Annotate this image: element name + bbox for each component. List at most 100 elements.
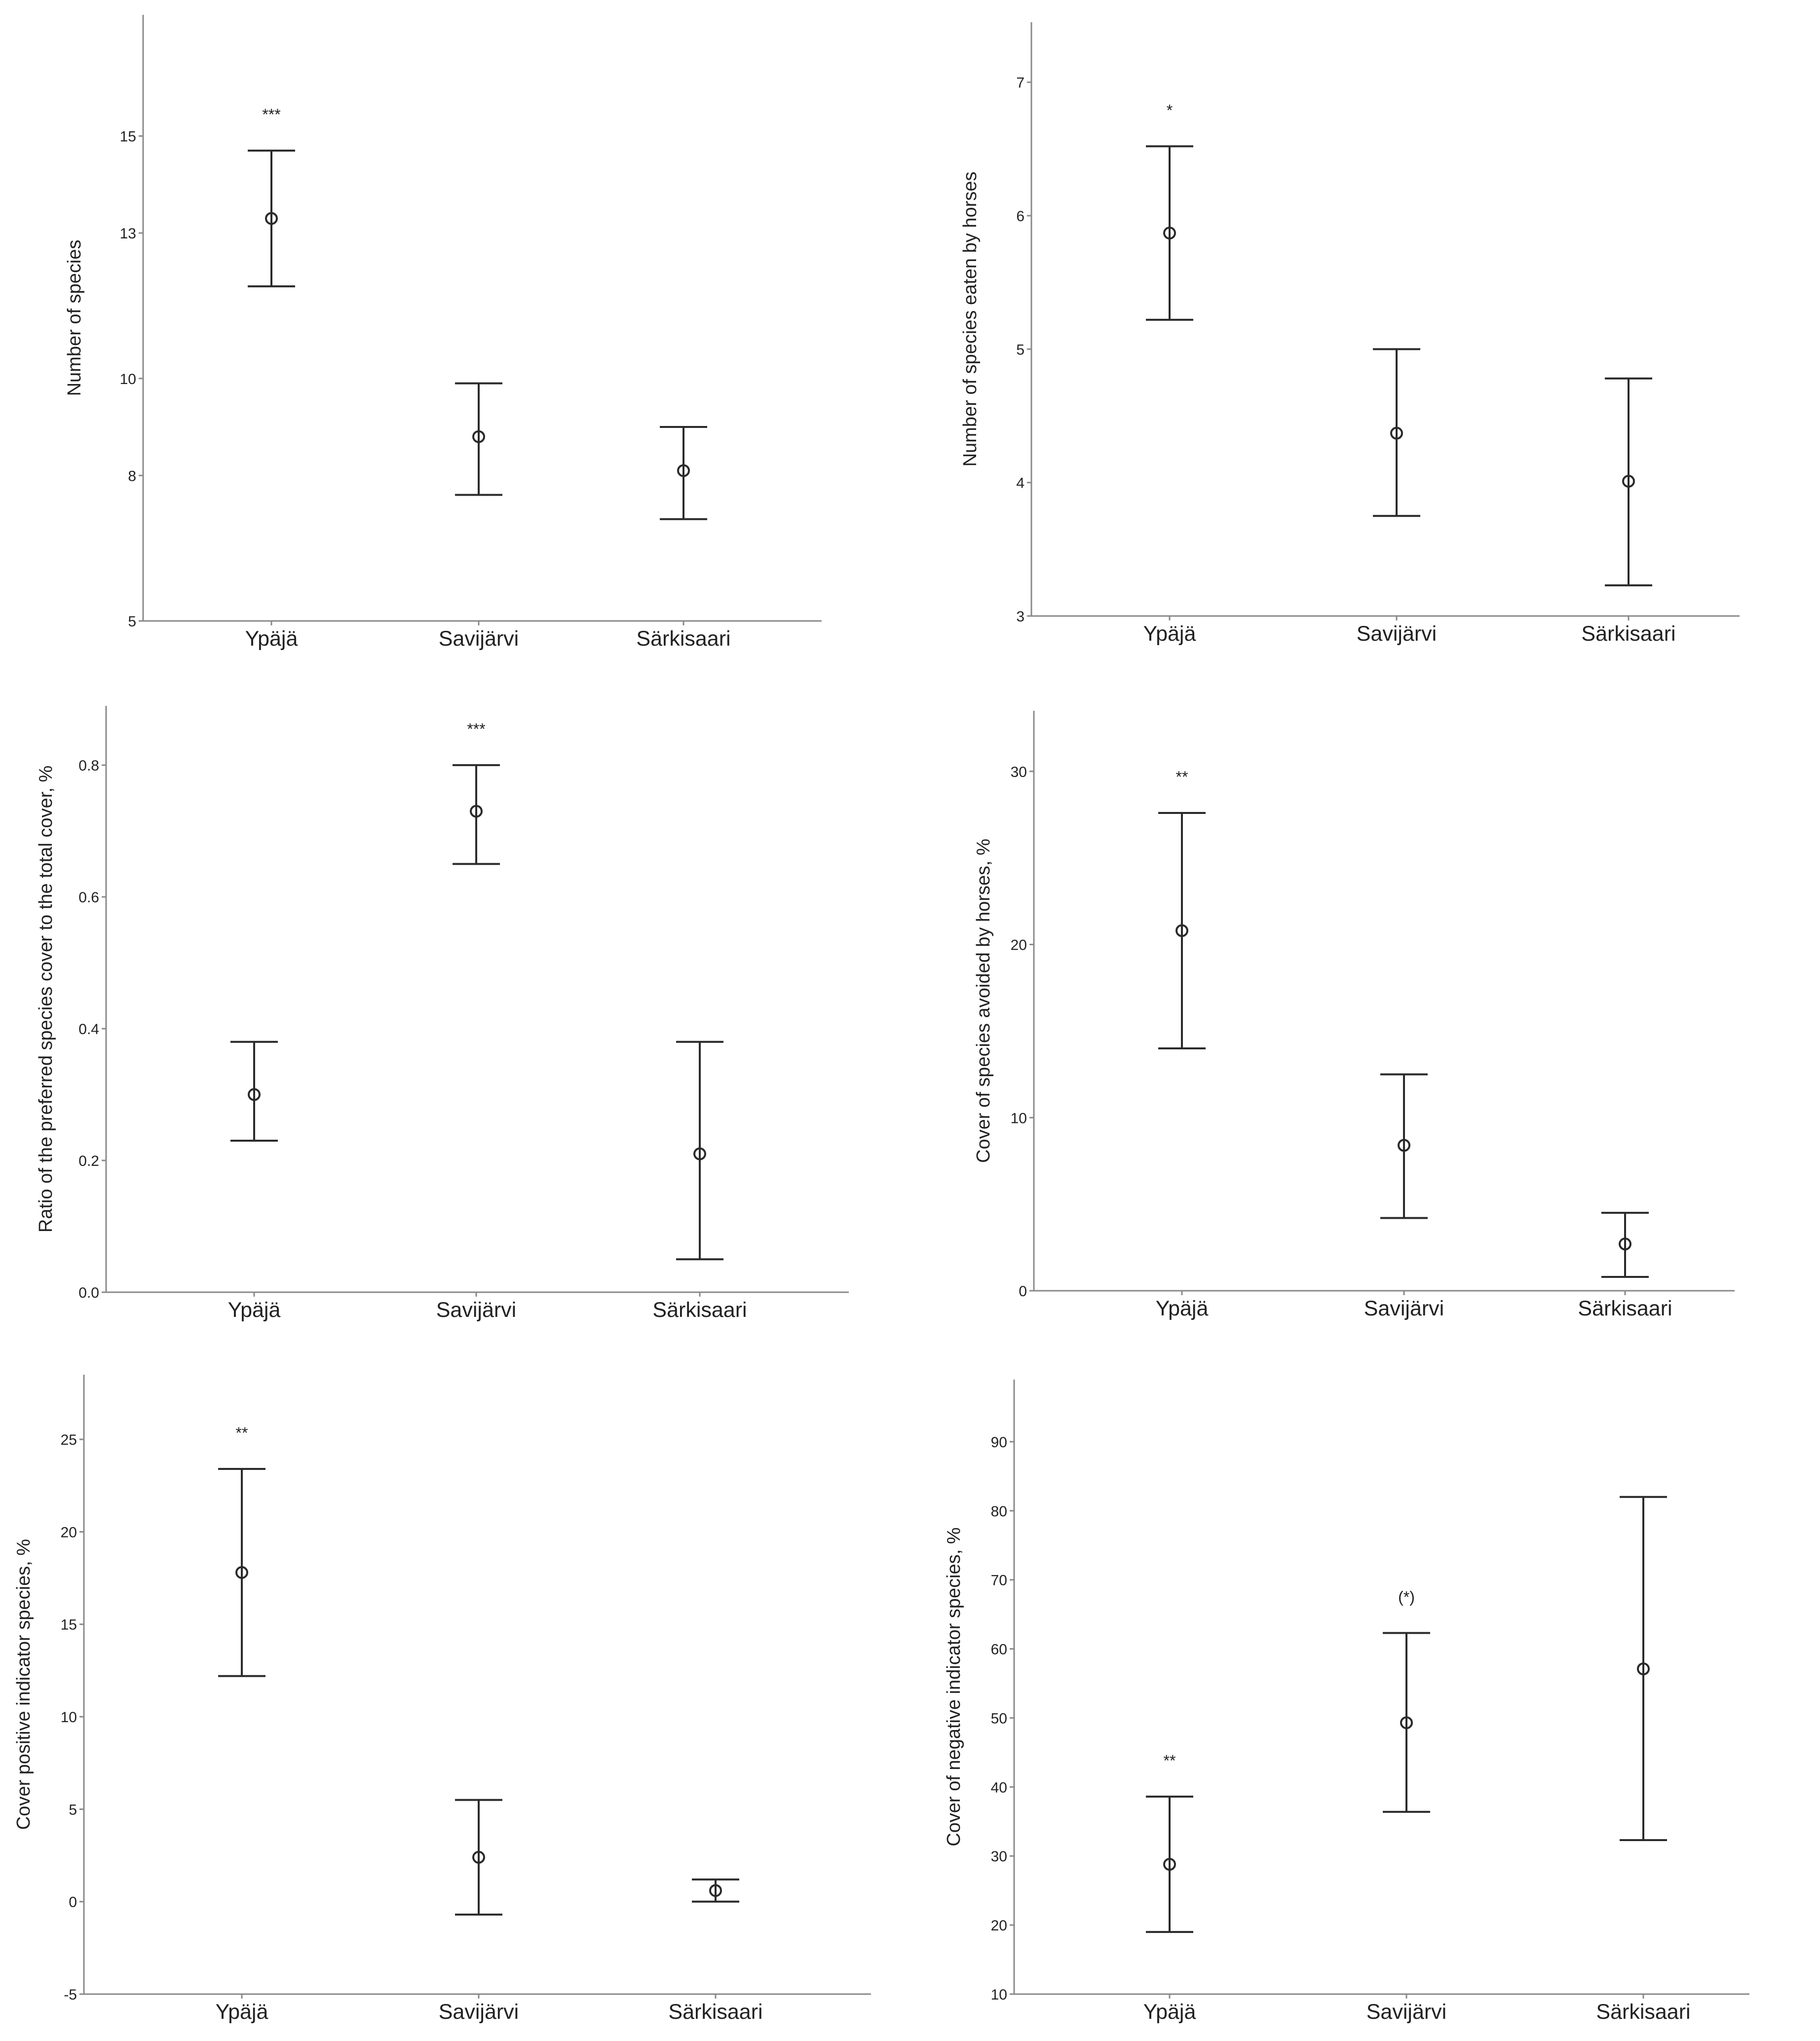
y-tick-label: 0.2	[78, 1153, 99, 1169]
mean-marker	[1622, 474, 1635, 488]
y-tick-label: 70	[991, 1573, 1007, 1589]
y-axis-label: Cover of negative indicator species, %	[944, 1527, 964, 1846]
error-bar	[455, 1799, 502, 1916]
y-tick-label: 20	[1011, 937, 1027, 954]
mean-marker	[1619, 1237, 1631, 1251]
y-tick-label: 0	[1019, 1283, 1027, 1300]
y-tick-label: 15	[120, 129, 136, 145]
significance-annotation: **	[1176, 768, 1188, 786]
mean-marker	[1400, 1716, 1413, 1730]
error-bar	[1380, 1073, 1428, 1219]
y-tick-label: 5	[128, 614, 136, 630]
chart-panel-6: 10 20 30 40 50 60 70 80 90 Cover of negative indi…	[944, 1380, 1749, 2024]
mean-marker	[235, 1566, 248, 1579]
mean-marker	[1390, 426, 1403, 440]
x-tick-label: Särkisaari	[636, 627, 730, 651]
y-tick-label: -5	[64, 1987, 77, 2003]
x-tick-label: Savijärvi	[439, 627, 519, 651]
significance-annotation: **	[236, 1424, 248, 1442]
error-bar	[1146, 1795, 1193, 1933]
x-tick-label: Savijärvi	[1364, 1297, 1444, 1320]
y-tick-label: 20	[61, 1524, 77, 1540]
y-tick-label: 60	[991, 1642, 1007, 1658]
y-axis-label: Ratio of the preferred species cover to …	[36, 766, 56, 1232]
y-axis-label: Number of species	[64, 240, 85, 396]
x-tick-label: Särkisaari	[652, 1298, 747, 1322]
significance-annotation: (*)	[1398, 1588, 1415, 1606]
y-tick-label: 30	[1011, 764, 1027, 780]
mean-marker	[265, 212, 278, 225]
y-tick-label: 0.8	[78, 758, 99, 774]
error-bar	[453, 764, 500, 865]
chart-panel-4: 0 10 20 30 Cover of species avoided by horse…	[973, 711, 1735, 1320]
mean-marker	[1163, 1858, 1176, 1871]
chart-panel-1: 5 8 10 13 15 Number of species Ypäjä *** Savijär…	[64, 15, 822, 651]
y-tick-label: 40	[991, 1779, 1007, 1796]
y-tick-label: 80	[991, 1503, 1007, 1520]
mean-marker	[677, 464, 690, 477]
mean-marker	[1637, 1662, 1650, 1676]
y-tick-label: 8	[128, 468, 136, 484]
x-tick-label: Savijärvi	[439, 2000, 519, 2024]
error-bar	[1605, 377, 1652, 586]
error-bar	[248, 150, 295, 288]
y-tick-label: 0.4	[78, 1021, 99, 1038]
error-bar	[1601, 1212, 1649, 1278]
mean-marker	[248, 1088, 261, 1101]
x-tick-label: Savijärvi	[436, 1298, 517, 1322]
x-tick-label: Särkisaari	[1581, 622, 1675, 646]
x-tick-label: Ypäjä	[245, 627, 298, 651]
y-tick-label: 0.6	[78, 889, 99, 906]
error-bar	[230, 1040, 278, 1142]
error-bar	[692, 1878, 739, 1903]
chart-panel-2: 3 4 5 6 7 Number of species eaten by horses Yp…	[960, 22, 1740, 646]
error-bar	[676, 1040, 723, 1261]
y-tick-label: 6	[1016, 208, 1024, 225]
y-tick-label: 5	[1016, 342, 1024, 358]
y-tick-label: 13	[120, 226, 136, 242]
y-tick-label: 10	[61, 1709, 77, 1726]
y-tick-label: 4	[1016, 475, 1024, 492]
y-tick-label: 30	[991, 1848, 1007, 1865]
mean-marker	[709, 1884, 722, 1897]
y-tick-label: 20	[991, 1918, 1007, 1934]
y-tick-label: 15	[61, 1617, 77, 1633]
y-tick-label: 10	[1011, 1110, 1027, 1126]
y-tick-label: 3	[1016, 609, 1024, 625]
error-bar	[1373, 348, 1420, 517]
x-tick-label: Ypäjä	[1156, 1297, 1209, 1320]
y-tick-label: 0	[69, 1894, 77, 1911]
mean-marker	[693, 1147, 706, 1160]
error-bar	[660, 426, 707, 520]
y-tick-label: 90	[991, 1434, 1007, 1451]
x-tick-label: Ypäjä	[216, 2000, 268, 2024]
chart-panel-3: 0.0 0.2 0.4 0.6 0.8 Ratio of the preferred sp…	[36, 706, 849, 1322]
x-tick-label: Savijärvi	[1357, 622, 1437, 646]
x-tick-label: Särkisaari	[1578, 1297, 1672, 1320]
mean-marker	[1398, 1139, 1410, 1152]
x-tick-label: Savijärvi	[1366, 2000, 1447, 2024]
y-axis-label: Cover positive indicator species, %	[13, 1539, 34, 1830]
error-bar	[1158, 811, 1206, 1049]
x-tick-label: Särkisaari	[1596, 2000, 1690, 2024]
y-tick-label: 7	[1016, 75, 1024, 91]
mean-marker	[1175, 924, 1188, 937]
y-tick-label: 0.0	[78, 1285, 99, 1301]
mean-marker	[472, 1850, 485, 1864]
error-bar	[1620, 1496, 1667, 1842]
significance-annotation: ***	[262, 106, 280, 123]
y-axis-label: Cover of species avoided by horses, %	[973, 839, 994, 1163]
error-bar	[1383, 1632, 1430, 1813]
error-bar	[1146, 145, 1193, 321]
y-tick-label: 10	[120, 371, 136, 387]
x-tick-label: Ypäjä	[1143, 2000, 1196, 2024]
x-tick-label: Ypäjä	[228, 1298, 281, 1322]
chart-panel-5: -5 0 5 10 15 20 25 Cover positive indicator spe…	[13, 1375, 871, 2024]
x-tick-label: Särkisaari	[668, 2000, 762, 2024]
mean-marker	[1163, 227, 1176, 240]
mean-marker	[470, 805, 483, 818]
y-axis-label: Number of species eaten by horses	[960, 172, 981, 467]
y-tick-label: 10	[991, 1987, 1007, 2003]
error-bar	[455, 382, 502, 496]
